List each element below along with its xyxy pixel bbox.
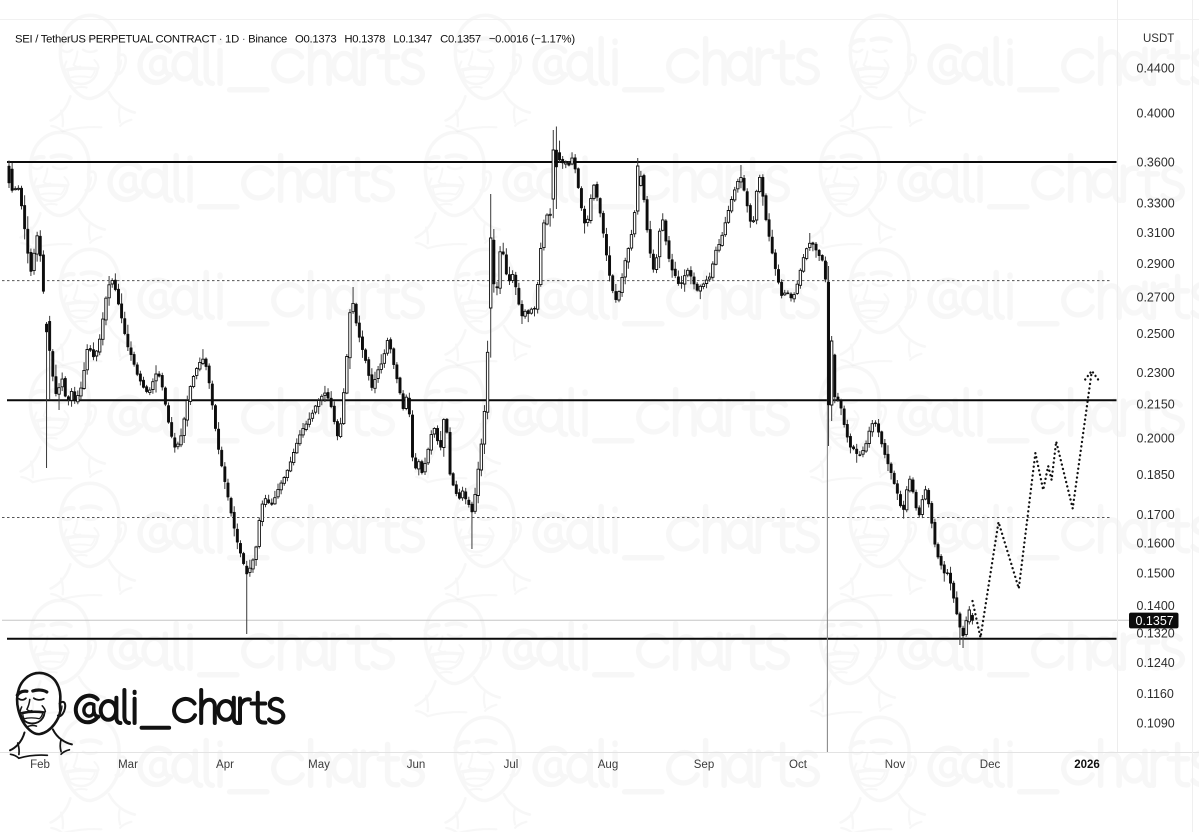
svg-text:Sep: Sep <box>694 759 714 771</box>
svg-text:0.3300: 0.3300 <box>1137 197 1175 211</box>
svg-text:0.1357: 0.1357 <box>1136 614 1174 628</box>
svg-text:0.1160: 0.1160 <box>1137 687 1174 701</box>
svg-text:0.2700: 0.2700 <box>1137 291 1175 305</box>
svg-text:Apr: Apr <box>216 759 234 771</box>
svg-text:0.3100: 0.3100 <box>1137 226 1175 240</box>
svg-text:SEI / TetherUS PERPETUAL CONTR: SEI / TetherUS PERPETUAL CONTRACT · 1D ·… <box>15 34 575 46</box>
svg-text:Nov: Nov <box>885 759 906 771</box>
svg-text:0.1320: 0.1320 <box>1137 627 1175 641</box>
svg-text:0.1850: 0.1850 <box>1137 468 1175 482</box>
svg-text:Mar: Mar <box>118 759 138 771</box>
svg-text:0.1700: 0.1700 <box>1137 508 1175 522</box>
svg-text:0.1090: 0.1090 <box>1137 717 1175 731</box>
svg-text:0.1500: 0.1500 <box>1137 567 1175 581</box>
svg-text:Jul: Jul <box>504 759 519 771</box>
svg-text:0.2150: 0.2150 <box>1137 398 1175 412</box>
svg-text:May: May <box>308 759 330 771</box>
svg-text:0.4000: 0.4000 <box>1137 106 1175 120</box>
svg-text:0.2300: 0.2300 <box>1137 366 1175 380</box>
svg-text:0.2000: 0.2000 <box>1137 432 1175 446</box>
svg-text:0.1600: 0.1600 <box>1137 536 1175 550</box>
svg-text:2026: 2026 <box>1074 759 1100 771</box>
svg-text:0.4400: 0.4400 <box>1137 62 1175 76</box>
svg-text:0.2500: 0.2500 <box>1137 327 1175 341</box>
svg-text:0.1400: 0.1400 <box>1137 599 1175 613</box>
svg-text:Jun: Jun <box>407 759 426 771</box>
svg-text:0.3600: 0.3600 <box>1137 156 1175 170</box>
svg-text:0.2900: 0.2900 <box>1137 257 1175 271</box>
svg-text:0.1240: 0.1240 <box>1137 656 1175 670</box>
svg-text:USDT: USDT <box>1143 33 1174 45</box>
svg-text:Aug: Aug <box>598 759 618 771</box>
svg-text:Oct: Oct <box>789 759 808 771</box>
svg-text:Feb: Feb <box>30 759 50 771</box>
svg-text:Dec: Dec <box>980 759 1001 771</box>
